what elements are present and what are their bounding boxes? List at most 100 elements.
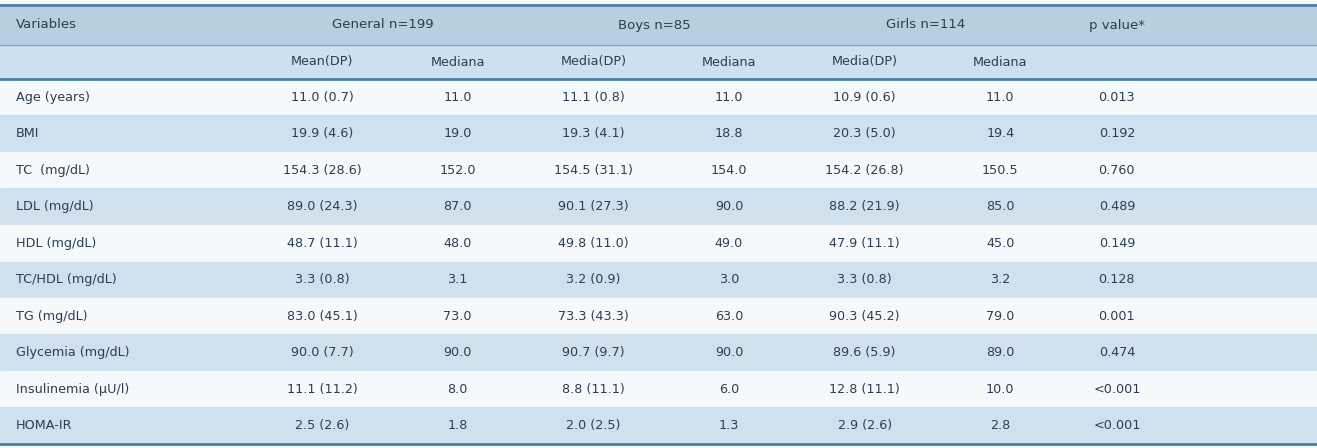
Text: 11.1 (0.8): 11.1 (0.8) (562, 91, 624, 104)
Text: Age (years): Age (years) (16, 91, 90, 104)
Text: 154.5 (31.1): 154.5 (31.1) (554, 164, 632, 177)
Text: Girls n=114: Girls n=114 (886, 18, 965, 31)
Text: 87.0: 87.0 (444, 200, 471, 213)
Text: 2.5 (2.6): 2.5 (2.6) (295, 419, 349, 432)
Text: 19.0: 19.0 (444, 127, 471, 140)
Text: 90.3 (45.2): 90.3 (45.2) (830, 310, 900, 323)
Text: p value*: p value* (1089, 18, 1144, 31)
Text: 11.1 (11.2): 11.1 (11.2) (287, 383, 357, 396)
Text: 3.0: 3.0 (719, 273, 739, 286)
Text: 20.3 (5.0): 20.3 (5.0) (834, 127, 896, 140)
Text: 3.3 (0.8): 3.3 (0.8) (838, 273, 892, 286)
Text: 73.3 (43.3): 73.3 (43.3) (558, 310, 628, 323)
Text: Media(DP): Media(DP) (831, 56, 898, 69)
Bar (0, 189, 1317, 225)
Text: 19.3 (4.1): 19.3 (4.1) (562, 127, 624, 140)
Text: General n=199: General n=199 (332, 18, 435, 31)
Text: 11.0: 11.0 (444, 91, 471, 104)
Text: HOMA-IR: HOMA-IR (16, 419, 72, 432)
Text: 11.0: 11.0 (986, 91, 1014, 104)
Text: 1.3: 1.3 (719, 419, 739, 432)
Bar (0, 45, 1317, 79)
Text: 11.0: 11.0 (715, 91, 743, 104)
Text: <0.001: <0.001 (1093, 419, 1141, 432)
Text: 8.0: 8.0 (448, 383, 468, 396)
Text: 0.128: 0.128 (1098, 273, 1135, 286)
Bar (0, 371, 1317, 408)
Text: 45.0: 45.0 (986, 237, 1014, 250)
Text: 154.2 (26.8): 154.2 (26.8) (826, 164, 903, 177)
Text: 8.8 (11.1): 8.8 (11.1) (562, 383, 624, 396)
Text: 154.3 (28.6): 154.3 (28.6) (283, 164, 361, 177)
Text: BMI: BMI (16, 127, 40, 140)
Bar (0, 262, 1317, 298)
Text: 89.0: 89.0 (986, 346, 1014, 359)
Text: 3.3 (0.8): 3.3 (0.8) (295, 273, 349, 286)
Text: 2.0 (2.5): 2.0 (2.5) (566, 419, 620, 432)
Text: 0.001: 0.001 (1098, 310, 1135, 323)
Text: <0.001: <0.001 (1093, 383, 1141, 396)
Bar (0, 298, 1317, 335)
Text: 0.192: 0.192 (1098, 127, 1135, 140)
Text: 2.9 (2.6): 2.9 (2.6) (838, 419, 892, 432)
Text: 154.0: 154.0 (711, 164, 747, 177)
Text: 85.0: 85.0 (986, 200, 1014, 213)
Text: Media(DP): Media(DP) (560, 56, 627, 69)
Text: 0.760: 0.760 (1098, 164, 1135, 177)
Text: 6.0: 6.0 (719, 383, 739, 396)
Text: 0.489: 0.489 (1098, 200, 1135, 213)
Text: Mediana: Mediana (702, 56, 756, 69)
Text: LDL (mg/dL): LDL (mg/dL) (16, 200, 94, 213)
Text: 63.0: 63.0 (715, 310, 743, 323)
Text: 1.8: 1.8 (448, 419, 468, 432)
Text: 47.9 (11.1): 47.9 (11.1) (830, 237, 900, 250)
Text: TG (mg/dL): TG (mg/dL) (16, 310, 87, 323)
Text: TC  (mg/dL): TC (mg/dL) (16, 164, 90, 177)
Text: 3.2: 3.2 (990, 273, 1010, 286)
Text: Mediana: Mediana (973, 56, 1027, 69)
Text: Insulinemia (μU/l): Insulinemia (μU/l) (16, 383, 129, 396)
Bar (0, 408, 1317, 444)
Bar (0, 335, 1317, 371)
Text: 152.0: 152.0 (440, 164, 475, 177)
Text: 83.0 (45.1): 83.0 (45.1) (287, 310, 357, 323)
Bar (0, 5, 1317, 45)
Text: 89.6 (5.9): 89.6 (5.9) (834, 346, 896, 359)
Text: 90.7 (9.7): 90.7 (9.7) (562, 346, 624, 359)
Text: Mean(DP): Mean(DP) (291, 56, 353, 69)
Text: Glycemia (mg/dL): Glycemia (mg/dL) (16, 346, 129, 359)
Text: 79.0: 79.0 (986, 310, 1014, 323)
Text: 90.0: 90.0 (715, 200, 743, 213)
Text: 0.013: 0.013 (1098, 91, 1135, 104)
Text: 90.0 (7.7): 90.0 (7.7) (291, 346, 353, 359)
Text: 88.2 (21.9): 88.2 (21.9) (830, 200, 900, 213)
Text: 12.8 (11.1): 12.8 (11.1) (830, 383, 900, 396)
Text: 10.0: 10.0 (986, 383, 1014, 396)
Bar (0, 116, 1317, 152)
Text: 49.0: 49.0 (715, 237, 743, 250)
Text: 3.2 (0.9): 3.2 (0.9) (566, 273, 620, 286)
Text: 89.0 (24.3): 89.0 (24.3) (287, 200, 357, 213)
Text: 48.7 (11.1): 48.7 (11.1) (287, 237, 357, 250)
Text: 18.8: 18.8 (715, 127, 743, 140)
Text: 49.8 (11.0): 49.8 (11.0) (558, 237, 628, 250)
Text: 10.9 (0.6): 10.9 (0.6) (834, 91, 896, 104)
Text: HDL (mg/dL): HDL (mg/dL) (16, 237, 96, 250)
Text: Variables: Variables (16, 18, 76, 31)
Text: 73.0: 73.0 (444, 310, 471, 323)
Text: 48.0: 48.0 (444, 237, 471, 250)
Text: 150.5: 150.5 (982, 164, 1018, 177)
Bar (0, 225, 1317, 262)
Bar (0, 79, 1317, 116)
Text: 90.0: 90.0 (444, 346, 471, 359)
Text: 0.474: 0.474 (1098, 346, 1135, 359)
Text: TC/HDL (mg/dL): TC/HDL (mg/dL) (16, 273, 116, 286)
Text: 2.8: 2.8 (990, 419, 1010, 432)
Text: 90.1 (27.3): 90.1 (27.3) (558, 200, 628, 213)
Text: Mediana: Mediana (431, 56, 485, 69)
Bar (0, 152, 1317, 189)
Text: 19.9 (4.6): 19.9 (4.6) (291, 127, 353, 140)
Text: 19.4: 19.4 (986, 127, 1014, 140)
Text: 90.0: 90.0 (715, 346, 743, 359)
Text: 0.149: 0.149 (1098, 237, 1135, 250)
